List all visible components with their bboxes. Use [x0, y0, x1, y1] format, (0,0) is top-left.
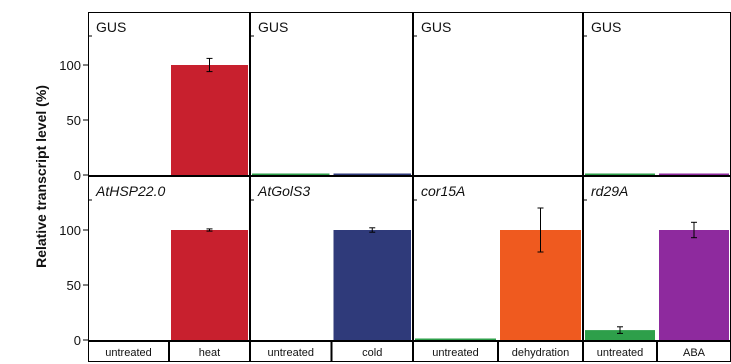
y-tick-label: 100 [59, 58, 81, 73]
panel-title: cor15A [421, 183, 465, 199]
x-tick-label-dehydration: dehydration [512, 347, 570, 359]
panel-title: GUS [96, 19, 126, 35]
panel-title: rd29A [591, 183, 628, 199]
panel-frame [250, 12, 413, 176]
y-tick-label: 0 [74, 168, 81, 183]
panel-gus-0-0: GUS [88, 12, 250, 176]
category-box [331, 341, 413, 362]
category-box [88, 341, 169, 362]
panel-title: AtGolS3 [257, 183, 310, 199]
category-box [250, 341, 332, 362]
x-tick-label-untreated: untreated [105, 347, 151, 359]
y-tick-label: 50 [67, 278, 81, 293]
bar [585, 173, 655, 175]
bar [171, 65, 248, 175]
bar [171, 230, 248, 340]
x-tick-label-untreated: untreated [597, 347, 643, 359]
panel-gus-0-3: GUS [583, 12, 731, 176]
panel-title: GUS [258, 19, 288, 35]
panel-gus-0-2: GUS [413, 12, 583, 176]
category-box [498, 341, 583, 362]
y-tick-label: 100 [59, 223, 81, 238]
panel-title: GUS [591, 19, 621, 35]
x-tick-label-cold: cold [362, 347, 382, 359]
panel-title: GUS [421, 19, 451, 35]
x-tick-label-heat: heat [199, 347, 220, 359]
y-axis-label: Relative transcript level (%) [33, 85, 49, 268]
panel-atgols3-1-1: AtGolS3 [250, 176, 413, 341]
panel-rd29a-1-3: rd29A [583, 176, 731, 341]
panel-frame [583, 12, 731, 176]
panel-title: AtHSP22.0 [95, 183, 165, 199]
bar [333, 173, 411, 175]
x-tick-label-untreated: untreated [268, 347, 314, 359]
panel-frame [250, 176, 413, 341]
y-tick-label: 0 [74, 333, 81, 348]
category-box [583, 341, 657, 362]
panel-gus-0-1: GUS [250, 12, 413, 176]
bar [415, 338, 496, 340]
y-tick-label: 50 [67, 113, 81, 128]
panel-frame [88, 176, 250, 341]
bar [585, 330, 655, 340]
panel-frame [413, 176, 583, 341]
bar [659, 173, 729, 175]
category-box [413, 341, 498, 362]
bar [333, 230, 411, 340]
bar [659, 230, 729, 340]
x-tick-label-untreated: untreated [432, 347, 478, 359]
panel-frame [88, 12, 250, 176]
x-tick-label-ABA: ABA [683, 347, 706, 359]
bar [252, 173, 330, 175]
panel-athsp22.0-1-0: AtHSP22.0 [88, 176, 250, 341]
category-box [169, 341, 250, 362]
panel-cor15a-1-2: cor15A [413, 176, 583, 341]
panel-frame [413, 12, 583, 176]
